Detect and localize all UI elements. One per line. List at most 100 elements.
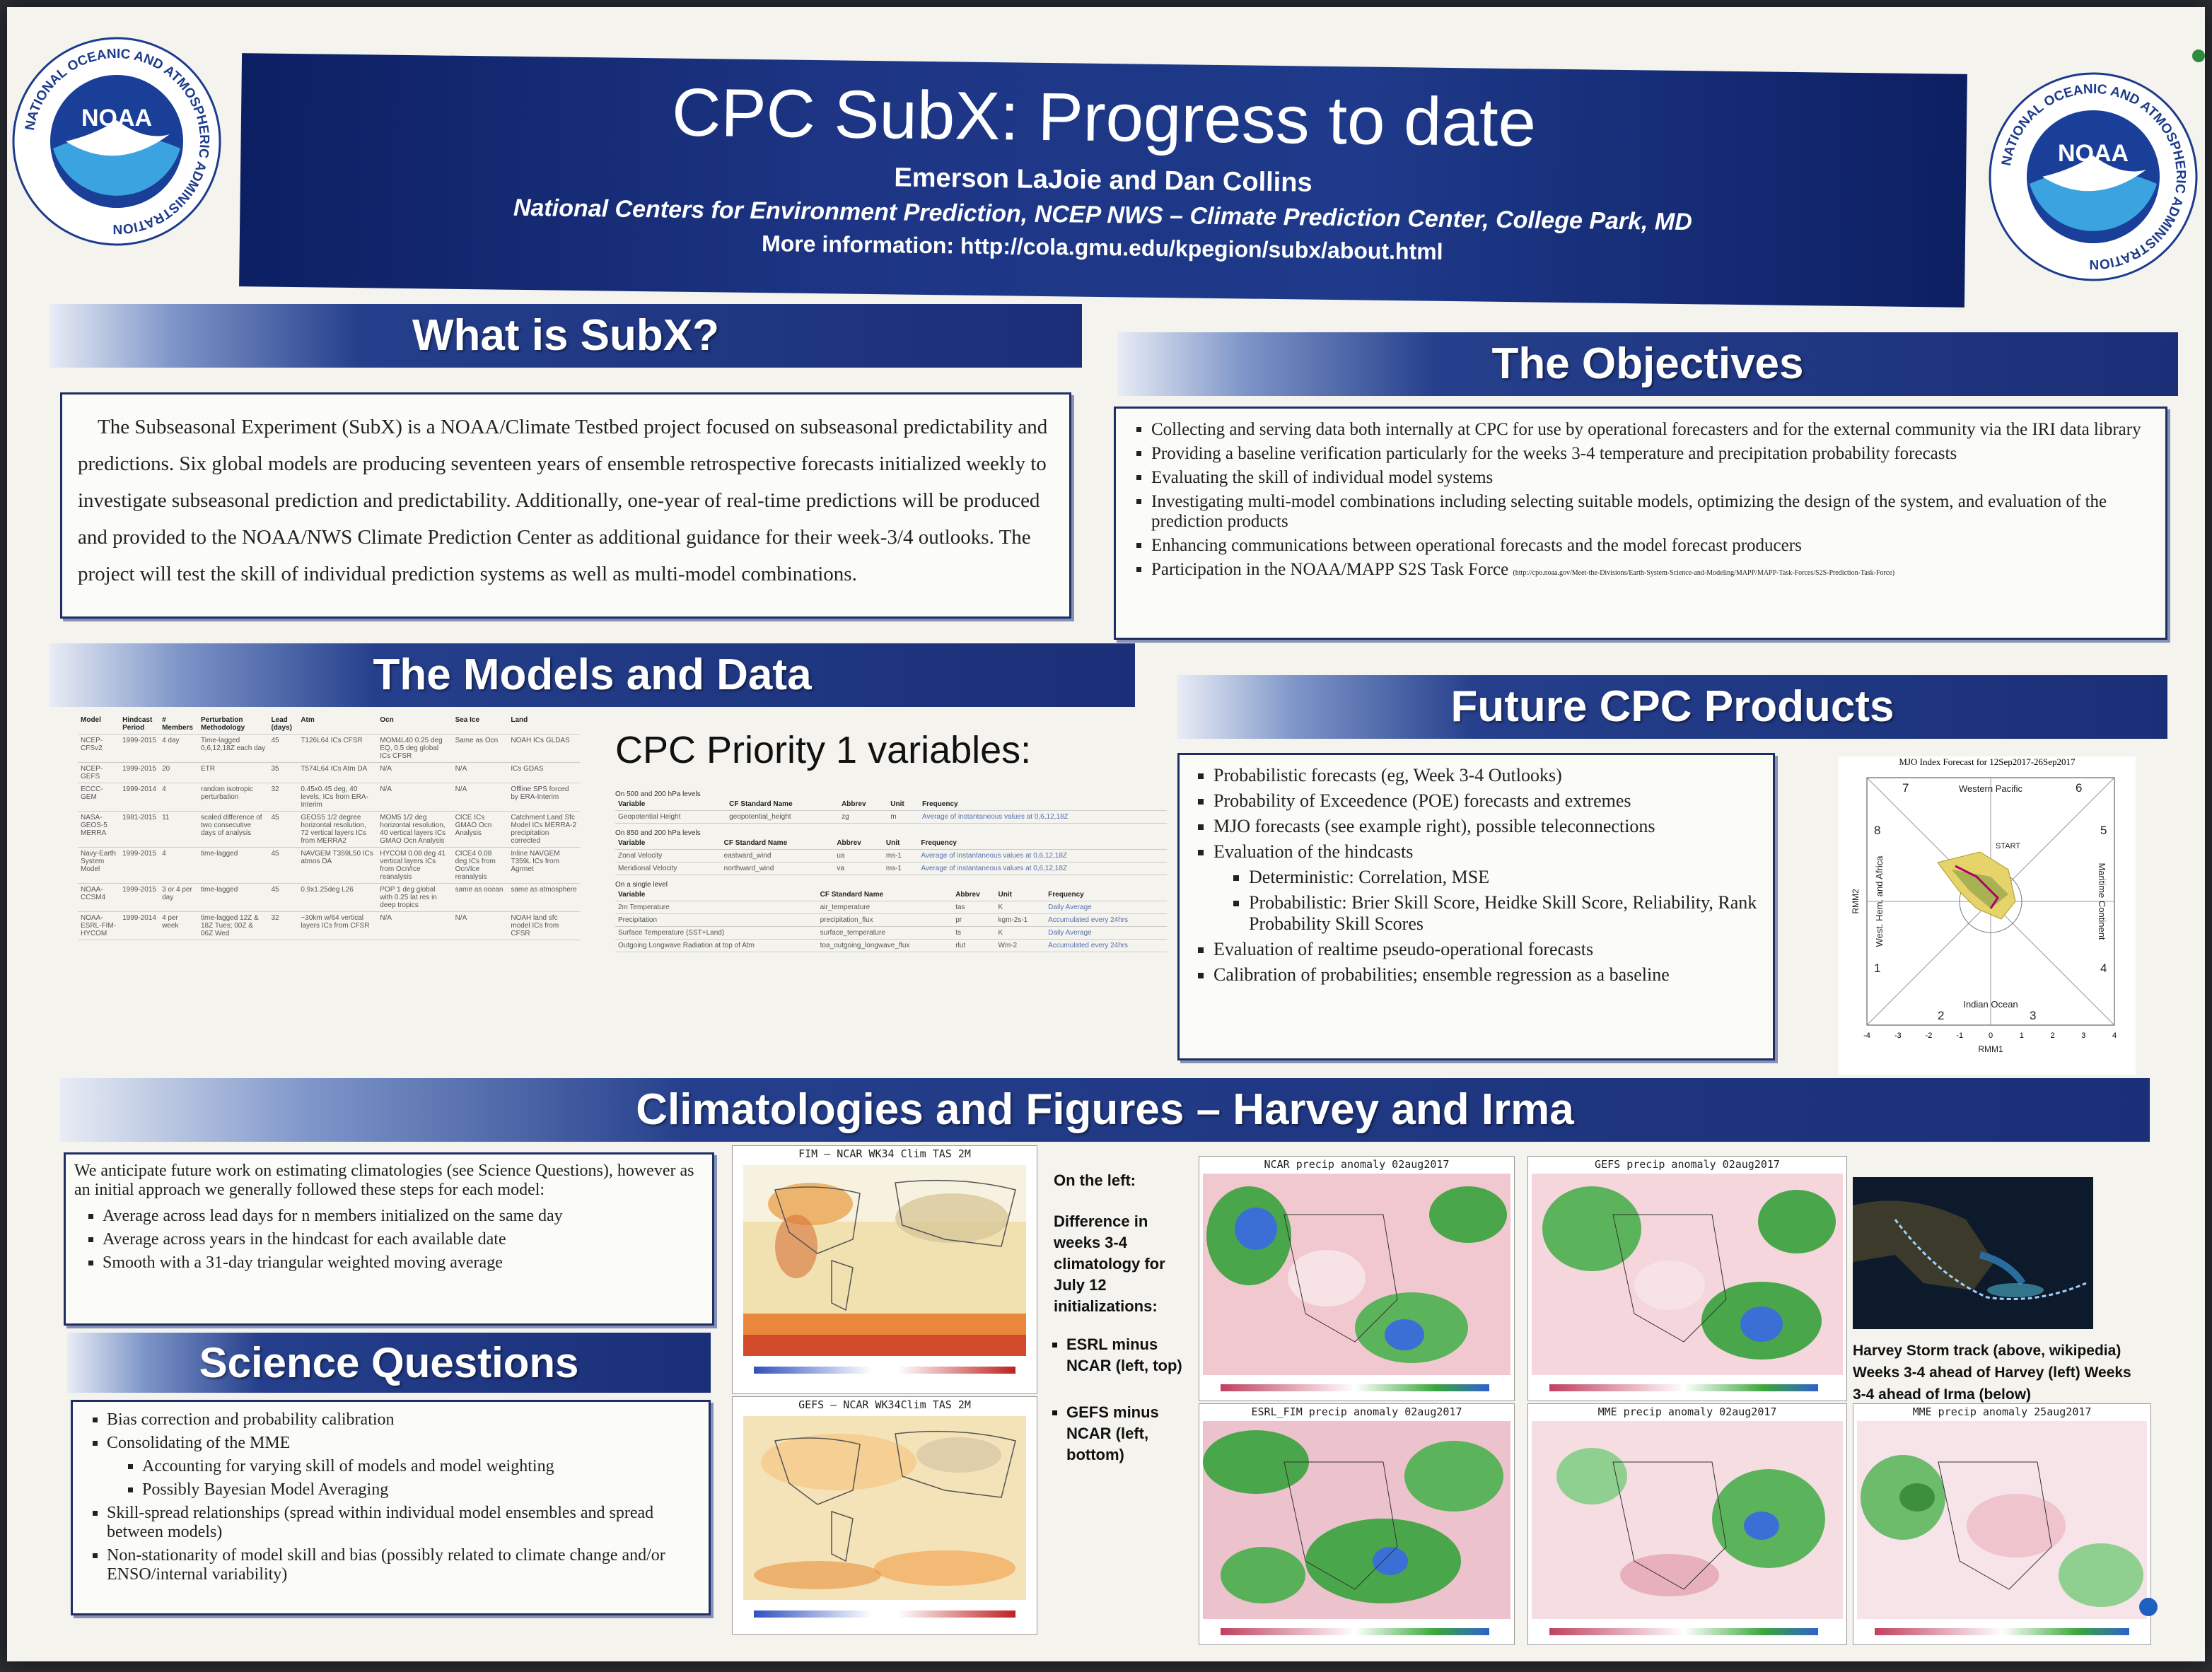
table-cell: northward_wind	[721, 862, 834, 875]
table-header-cell: CF Standard Name	[726, 798, 839, 811]
var-table-caption: On a single level	[615, 881, 668, 889]
table-row: ECCC-GEM 1999-2014 4 random isotropic pertu…	[78, 783, 580, 812]
variable-table: Variable CF Standard Name Abbrev Unit Freque…	[615, 889, 1167, 952]
table-cell: ~30km w/64 vertical layers ICs from CFSR	[298, 911, 378, 940]
future-subitem: Deterministic: Correlation, MSE	[1249, 867, 1767, 888]
future-item: Probability of Exceedence (POE) forecast…	[1213, 790, 1767, 812]
note-item: ESRL minus NCAR (left, top)	[1066, 1334, 1184, 1376]
future-box: Probabilistic forecasts (eg, Week 3-4 Ou…	[1177, 753, 1775, 1060]
table-header-cell: Abbrev	[953, 889, 996, 901]
objectives-heading: The Objectives	[1117, 332, 2178, 396]
table-cell: Daily Average	[1045, 901, 1167, 914]
mjo-tick-label: -3	[1894, 1031, 1902, 1040]
precip-map: GEFS precip anomaly 02aug2017	[1527, 1156, 1847, 1401]
table-cell: NCEP-GEFS	[78, 762, 120, 783]
table-cell: Average of instantaneous values at 0,6,1…	[918, 862, 1167, 875]
clim-note: On the left: Difference in weeks 3-4 cli…	[1054, 1170, 1184, 1470]
table-cell: air_temperature	[817, 901, 953, 914]
table-row: Navy-Earth System Model 1999-2015 4 time-la…	[78, 847, 580, 884]
table-cell: 32	[268, 783, 298, 812]
table-cell: NOAH land sfc model ICs from CFSR	[508, 911, 580, 940]
table-row: Surface Temperature (SST+Land) surface_te…	[615, 926, 1167, 940]
clim-map-gefs: GEFS – NCAR WK34Clim TAS 2M	[732, 1396, 1037, 1635]
variable-table: Variable CF Standard Name Abbrev Unit Freque…	[615, 837, 1167, 875]
mjo-xlabel: RMM1	[1978, 1044, 2003, 1054]
table-cell: time-lagged	[198, 847, 269, 884]
table-cell: m	[887, 810, 920, 824]
table-header-cell: Unit	[995, 889, 1046, 901]
table-cell: same as atmosphere	[508, 883, 580, 912]
mjo-tick-label: 3	[2081, 1031, 2085, 1040]
table-cell: MOM5 1/2 deg horizontal resolution, 40 v…	[377, 811, 453, 848]
models-table: Model Hindcast Period # Members Perturbatio…	[78, 714, 580, 940]
future-subitem: Probabilistic: Brier Skill Score, Heidke…	[1249, 892, 1767, 935]
climatology-steps-box: We anticipate future work on estimating …	[64, 1152, 714, 1326]
table-cell: Geopotential Height	[615, 810, 727, 824]
table-cell: NOAA-CCSM4	[78, 883, 120, 912]
table-cell: MOM4L40 0.25 deg EQ, 0.5 deg global ICs …	[377, 734, 453, 763]
objective-item: Enhancing communications between operati…	[1151, 536, 2158, 556]
table-row: Meridional Velocity northward_wind va ms-1 A…	[615, 862, 1167, 875]
table-header-cell: Variable	[615, 889, 817, 901]
priority-title: CPC Priority 1 variables:	[615, 729, 1032, 771]
variable-table: Variable CF Standard Name Abbrev Unit Freque…	[615, 798, 1167, 824]
table-cell: N/A	[452, 783, 508, 812]
mjo-tick-label: -2	[1926, 1031, 1933, 1040]
mjo-phase-label: 2	[1938, 1009, 1944, 1022]
climatology-intro: We anticipate future work on estimating …	[74, 1162, 694, 1199]
table-cell: kgm-2s-1	[995, 913, 1046, 927]
table-header-cell: Variable	[615, 798, 727, 811]
precip-map: NCAR precip anomaly 02aug2017	[1199, 1156, 1515, 1401]
table-cell: T574L64 ICs Atm DA	[298, 762, 378, 783]
table-header-cell: Ocn	[377, 714, 453, 735]
table-cell: 11	[159, 811, 198, 848]
table-cell: Wm-2	[995, 939, 1046, 952]
table-cell: ECCC-GEM	[78, 783, 120, 812]
table-header-cell: Unit	[883, 837, 919, 850]
table-header-cell: CF Standard Name	[721, 837, 834, 850]
table-cell: scaled difference of two consecutive day…	[198, 811, 269, 848]
note-title: On the left:	[1054, 1171, 1136, 1189]
table-cell: K	[995, 901, 1046, 914]
climatology-step: Smooth with a 31-day triangular weighted…	[103, 1253, 704, 1273]
table-cell: time-lagged	[198, 883, 269, 912]
table-cell: Outgoing Longwave Radiation at top of At…	[615, 939, 817, 952]
table-cell: Average of instantaneous values at 0,6,1…	[919, 810, 1167, 824]
mjo-tick-label: 0	[1989, 1031, 1993, 1040]
table-cell: ms-1	[883, 849, 919, 863]
table-cell: tas	[953, 901, 996, 914]
table-cell: 35	[268, 762, 298, 783]
table-cell: Inline NAVGEM T359L ICs from Agrmet	[508, 847, 580, 884]
table-cell: 45	[268, 883, 298, 912]
objective-item: Providing a baseline verification partic…	[1151, 444, 2158, 464]
future-item: MJO forecasts (see example right), possi…	[1213, 816, 1767, 837]
future-item: Evaluation of the hindcasts	[1213, 841, 1414, 862]
table-cell: Offline SPS forced by ERA-Interim	[508, 783, 580, 812]
mjo-tick-label: 2	[2050, 1031, 2054, 1040]
table-cell: ms-1	[883, 862, 919, 875]
table-cell: 45	[268, 847, 298, 884]
mjo-ylabel: RMM2	[1851, 889, 1861, 914]
table-row: Geopotential Height geopotential_height zg…	[615, 810, 1167, 824]
table-row: NOAA-CCSM4 1999-2015 3 or 4 per day time-la…	[78, 883, 580, 912]
table-cell: NOAA-ESRL-FIM-HYCOM	[78, 911, 120, 940]
science-item: Bias correction and probability calibrat…	[107, 1410, 703, 1430]
mjo-diagram: MJO Index Forecast for 12Sep2017-26Sep20…	[1839, 756, 2136, 1075]
objective-item: Participation in the NOAA/MAPP S2S Task …	[1151, 560, 1509, 579]
table-cell: NAVGEM T359L50 ICs atmos DA	[298, 847, 378, 884]
poster-title: CPC SubX: Progress to date	[671, 74, 1537, 161]
var-table-caption: On 500 and 200 hPa levels	[615, 790, 701, 798]
objectives-box: Collecting and serving data both interna…	[1114, 407, 2167, 640]
table-cell: eastward_wind	[721, 849, 834, 863]
future-item: Probabilistic forecasts (eg, Week 3-4 Ou…	[1213, 765, 1767, 786]
table-header-cell: # Members	[159, 714, 198, 735]
table-cell: 1999-2015	[120, 762, 160, 783]
table-cell: 1999-2015	[120, 883, 160, 912]
table-cell: ETR	[198, 762, 269, 783]
future-item: Evaluation of realtime pseudo-operationa…	[1213, 939, 1767, 960]
table-cell: rlut	[953, 939, 996, 952]
table-header-cell: Abbrev	[834, 837, 883, 850]
table-cell: Time-lagged 0,6,12,18Z each day	[198, 734, 269, 763]
table-row: Zonal Velocity eastward_wind ua ms-1 Average…	[615, 849, 1167, 863]
mjo-tick-label: -1	[1956, 1031, 1963, 1040]
